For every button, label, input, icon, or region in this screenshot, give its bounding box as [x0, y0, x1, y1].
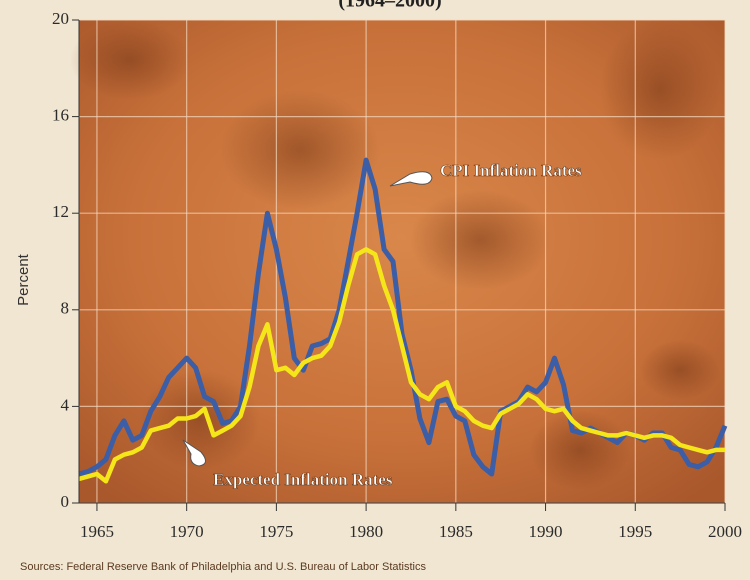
x-tick-label: 1995 — [618, 522, 652, 541]
source: Sources: Federal Reserve Bank of Philade… — [20, 561, 427, 573]
x-tick-label: 1990 — [529, 522, 563, 541]
subtitle: (1964–2000) — [338, 0, 441, 12]
y-tick-label: 12 — [52, 202, 69, 221]
x-tick-label: 1965 — [80, 522, 114, 541]
y-tick-label: 8 — [61, 299, 70, 318]
annotation: Expected Inflation Rates — [213, 470, 393, 489]
y-tick-label: 20 — [52, 9, 69, 28]
x-tick-label: 1975 — [259, 522, 293, 541]
y-tick-label: 4 — [61, 395, 70, 414]
chart: 0 4 8 12 16 20 1965 1970 1975 1980 1985 1990 1995 200… — [0, 0, 750, 580]
annotation: CPI Inflation Rates — [440, 161, 582, 180]
y-tick-label: 16 — [52, 106, 69, 125]
x-tick-label: 1985 — [439, 522, 473, 541]
y-tick-label: 0 — [61, 492, 70, 511]
y-axis-label: Percent — [15, 253, 32, 306]
x-tick-label: 1970 — [170, 522, 204, 541]
x-tick-label: 1980 — [349, 522, 383, 541]
page: {"chart_data": {"type": "line", "subtitl… — [0, 0, 750, 580]
x-tick-label: 2000 — [708, 522, 742, 541]
